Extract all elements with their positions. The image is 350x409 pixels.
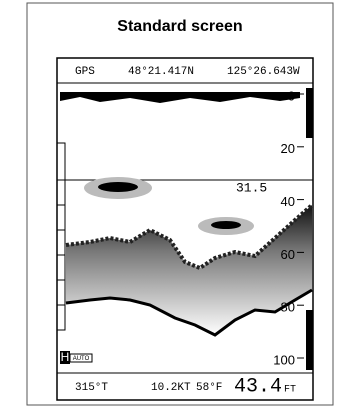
title: Standard screen (117, 18, 242, 35)
depth-label: 40 (281, 194, 295, 209)
range-mode: H (61, 350, 70, 364)
vrm-value: 31.5 (236, 180, 267, 195)
gain-mode: AUTO (73, 356, 90, 362)
fish-echo (211, 221, 241, 229)
screen (57, 58, 313, 400)
fish-echo (98, 182, 138, 192)
gps-label: GPS (75, 66, 95, 78)
depth-label: 60 (281, 247, 295, 262)
scale-bar (306, 310, 313, 370)
heading: 315°T (75, 382, 108, 394)
depth-label: 20 (281, 141, 295, 156)
temperature: 58°F (196, 382, 222, 394)
depth-unit: FT (284, 385, 296, 396)
depth-label: 80 (281, 300, 295, 315)
page: Standard screen GPS 48°21.417N 125°26.64… (0, 0, 350, 409)
speed: 10.2KT (151, 382, 191, 394)
depth: 43.4 (234, 375, 282, 398)
depth-label: 0 (288, 88, 295, 103)
depth-label: 100 (273, 352, 295, 367)
latitude: 48°21.417N (128, 66, 194, 78)
longitude: 125°26.643W (227, 66, 300, 78)
scale-bar (306, 88, 313, 138)
